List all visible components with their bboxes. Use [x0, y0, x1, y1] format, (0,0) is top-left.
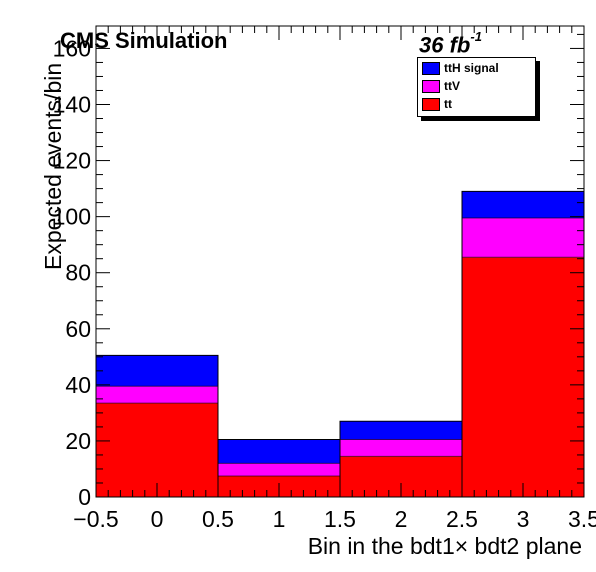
bar-tth-signal-bin-1	[218, 439, 340, 464]
x-tick-label: 0	[151, 506, 164, 532]
legend-label-ttv: ttV	[444, 79, 460, 93]
legend: ttH signal ttV tt	[417, 57, 536, 117]
bar-ttv-bin-2	[340, 439, 462, 457]
y-tick-label: 80	[65, 260, 91, 286]
x-tick-label: 0.5	[202, 506, 234, 532]
legend-entry-tt: tt	[422, 96, 452, 112]
x-tick-label: 2.5	[446, 506, 478, 532]
experiment-label: CMS Simulation	[60, 28, 228, 53]
bar-ttv-bin-1	[218, 463, 340, 476]
y-tick-label: 100	[53, 204, 91, 230]
bar-tt-bin-0	[96, 403, 218, 497]
y-tick-label: 140	[53, 92, 91, 118]
legend-label-tt: tt	[444, 97, 452, 111]
luminosity-exponent: -1	[470, 29, 482, 44]
x-tick-label: 2	[395, 506, 408, 532]
y-tick-label: 160	[53, 35, 91, 61]
x-tick-label: 3.5	[568, 506, 596, 532]
bar-tth-signal-bin-2	[340, 421, 462, 440]
legend-swatch-ttv	[422, 79, 440, 93]
luminosity-label: 36 fb-1	[419, 29, 482, 58]
x-tick-label: −0.5	[73, 506, 118, 532]
bar-ttv-bin-0	[96, 386, 218, 404]
x-tick-label: 1.5	[324, 506, 356, 532]
y-tick-labels: 0 20 40 60 80 100 120 140 160	[53, 35, 91, 510]
bar-tth-signal-bin-3	[462, 191, 584, 219]
y-tick-label: 120	[53, 148, 91, 174]
bar-tth-signal-bin-0	[96, 355, 218, 387]
legend-entry-tth: ttH signal	[422, 60, 499, 76]
y-tick-label: 20	[65, 428, 91, 454]
bar-tt-bin-3	[462, 257, 584, 497]
x-axis-label: Bin in the bdt1× bdt2 plane	[307, 533, 582, 559]
bar-ttv-bin-3	[462, 218, 584, 258]
legend-entry-ttv: ttV	[422, 78, 460, 94]
plot-frame	[95, 25, 585, 498]
legend-swatch-tth	[422, 61, 440, 75]
x-tick-label: 3	[517, 506, 530, 532]
y-tick-label: 40	[65, 372, 91, 398]
x-tick-label: 1	[273, 506, 286, 532]
y-tick-label: 60	[65, 316, 91, 342]
histogram-bars	[95, 190, 585, 497]
x-tick-labels: −0.5 0 0.5 1 1.5 2 2.5 3 3.5	[73, 506, 596, 532]
y-tick-label: 0	[78, 484, 91, 510]
legend-swatch-tt	[422, 97, 440, 111]
legend-label-tth: ttH signal	[444, 61, 499, 75]
y-axis-label: Expected events/bin	[40, 62, 66, 270]
luminosity-value: 36 fb	[419, 32, 471, 58]
